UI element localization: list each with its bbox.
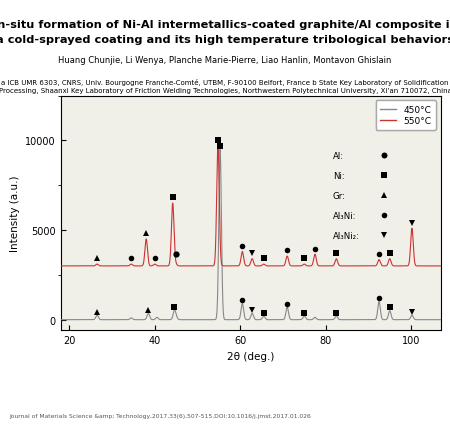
Text: Ni:: Ni: [333,172,344,180]
Text: Processing, Shaanxi Key Laboratory of Friction Welding Technologies, Northwester: Processing, Shaanxi Key Laboratory of Fr… [0,88,450,94]
Text: Journal of Materials Science &amp; Technology,2017,33(6),507-515.DOI:10.1016/j.j: Journal of Materials Science &amp; Techn… [9,413,311,417]
Text: In-situ formation of Ni-Al intermetallics-coated graphite/Al composite in: In-situ formation of Ni-Al intermetallic… [0,20,450,30]
Text: a cold-sprayed coating and its high temperature tribological behaviors: a cold-sprayed coating and its high temp… [0,35,450,45]
Text: Al₃Ni₂:: Al₃Ni₂: [333,231,360,240]
Text: Gr:: Gr: [333,191,346,201]
Y-axis label: Intensity (a.u.): Intensity (a.u.) [10,175,20,252]
Text: Huang Chunjie, Li Wenya, Planche Marie-Pierre, Liao Hanlin, Montavon Ghislain: Huang Chunjie, Li Wenya, Planche Marie-P… [58,56,392,65]
X-axis label: 2θ (deg.): 2θ (deg.) [227,351,274,361]
Legend: 450°C, 550°C: 450°C, 550°C [376,101,436,131]
Text: Al₃Ni:: Al₃Ni: [333,212,356,220]
Text: Al:: Al: [333,152,344,161]
Text: a ICB UMR 6303, CNRS, Univ. Bourgogne Franche-Comté, UTBM, F-90100 Belfort, Fran: a ICB UMR 6303, CNRS, Univ. Bourgogne Fr… [1,79,449,86]
